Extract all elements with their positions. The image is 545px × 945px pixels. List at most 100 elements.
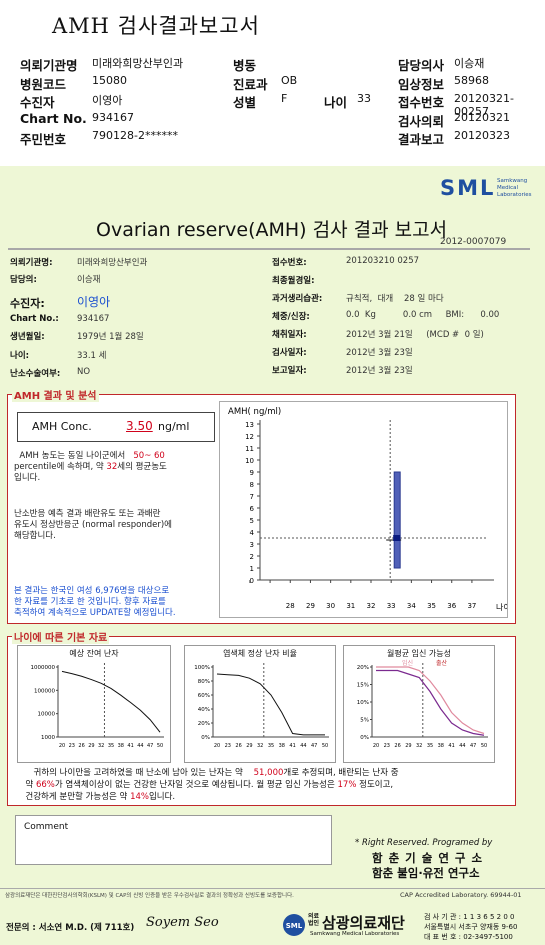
x-tick-label: 29 bbox=[246, 743, 252, 749]
amh-conc-label: AMH Conc. bbox=[32, 420, 92, 433]
info-right-label-2: 과거생리습관: bbox=[272, 294, 323, 304]
y-tick-label: 0% bbox=[360, 735, 369, 741]
x-tick-label: 26 bbox=[78, 743, 84, 749]
remaining-eggs-chart-frame: 예상 잔여 난자 1000000 100000 10000 1000 20 23 26 29 3… bbox=[17, 645, 171, 763]
header-l1-0: 의뢰기관명 bbox=[20, 58, 78, 73]
header-v1-4: 790128-2****** bbox=[92, 129, 178, 142]
info-right-value-6: 2012년 3월 23일 bbox=[346, 366, 413, 376]
specialist-name: 전문의 : 서소연 M.D. (제 711호) bbox=[6, 923, 135, 933]
y-tick-label: 60% bbox=[198, 693, 210, 699]
pregnancy-chart: 20% 15% 10% 5% 0% 20 23 26 29 32 35 38 41 44 47 50 임신 출산 bbox=[357, 659, 488, 749]
remaining-eggs-line bbox=[61, 670, 161, 733]
y-tick-label: 10000 bbox=[38, 712, 56, 718]
header-v4-0: 이승재 bbox=[454, 57, 485, 70]
page-title: AMH 검사결과보고서 bbox=[52, 14, 260, 38]
x-tick-label: 32 bbox=[98, 743, 104, 749]
y-tick-label: 10 bbox=[245, 457, 254, 465]
y-tick-label: 100000 bbox=[34, 688, 55, 694]
header-v3-2: 33 bbox=[357, 92, 371, 105]
y-tick-label: 80% bbox=[198, 679, 210, 685]
remaining-eggs-chart: 1000000 100000 10000 1000 20 23 26 29 32 35 38 41 44… bbox=[31, 663, 164, 749]
y-tick-label: 0% bbox=[201, 735, 210, 741]
x-tick-label: 23 bbox=[225, 743, 231, 749]
document-number: 2012-0007079 bbox=[440, 237, 507, 247]
data-point bbox=[393, 535, 401, 541]
y-tick-label: 2 bbox=[250, 553, 254, 561]
signature: Soyem Seo bbox=[146, 915, 219, 930]
y-axis-label: AMH( ng/ml) bbox=[228, 407, 281, 417]
info-left-label-6: 난소수술여부: bbox=[10, 369, 61, 379]
x-tick-label: 20 bbox=[59, 743, 65, 749]
header-l1-1: 병원코드 bbox=[20, 76, 67, 92]
y-tick-label: 20% bbox=[357, 665, 369, 671]
y-tick-label: 0 bbox=[250, 577, 254, 585]
x-tick-label: 35 bbox=[427, 743, 433, 749]
x-tick-label: 41 bbox=[448, 743, 454, 749]
header-l4-4: 결과보고 bbox=[398, 132, 445, 147]
x-tick-label: 50 bbox=[322, 743, 328, 749]
y-tick-label: 5 bbox=[250, 517, 254, 525]
report-title: Ovarian reserve(AMH) 검사 결과 보고서 bbox=[96, 219, 448, 241]
header-l4-1: 임상정보 bbox=[398, 76, 445, 92]
y-tick-label: 20% bbox=[198, 721, 210, 727]
x-tick-label: 44 bbox=[300, 743, 306, 749]
legend-pregnancy: 임신 bbox=[402, 659, 413, 667]
y-tick-label: 12 bbox=[245, 433, 254, 441]
header-v4-3: 20120321 bbox=[454, 110, 510, 124]
header-l2-0: 병동 bbox=[233, 58, 257, 73]
x-tick-label: 44 bbox=[137, 743, 143, 749]
normal-chromosome-chart: 100% 80% 60% 40% 20% 0% 20 23 26 29 32 35 38 41 44 47 50 bbox=[194, 663, 329, 749]
info-right-label-4: 채취일자: bbox=[272, 330, 307, 340]
x-tick-label: 50 bbox=[481, 743, 487, 749]
sml-logo: SML bbox=[440, 176, 496, 200]
info-left-value-2: 이영아 bbox=[77, 295, 111, 309]
header-v4-2: 20120321-00257 bbox=[454, 92, 514, 118]
header-v1-1: 15080 bbox=[92, 73, 127, 87]
amh-section-title: AMH 결과 및 분석 bbox=[12, 387, 99, 402]
x-tick-label: 26 bbox=[235, 743, 241, 749]
info-left-label-5: 나이: bbox=[10, 351, 30, 361]
y-tick-label: 3 bbox=[250, 541, 254, 549]
info-right-value-3: 0.0 Kg 0.0 cm BMI: 0.00 bbox=[346, 310, 500, 320]
legend-birth: 출산 bbox=[436, 659, 448, 667]
x-tick-label: 32 bbox=[416, 743, 422, 749]
age-section-title: 나이에 따른 기본 자료 bbox=[12, 629, 110, 644]
x-axis-label: 나이 bbox=[496, 602, 507, 612]
header-v1-2: 이영아 bbox=[92, 94, 123, 107]
y-tick-label: 1000 bbox=[41, 735, 55, 741]
remaining-eggs-title: 예상 잔여 난자 bbox=[69, 649, 119, 658]
x-tick-label: 36 bbox=[447, 602, 456, 610]
x-tick-label: 28 bbox=[286, 602, 295, 610]
normal-chromosome-title: 염색체 정상 난자 비율 bbox=[223, 649, 297, 658]
info-right-label-0: 접수번호: bbox=[272, 258, 307, 268]
amh-chart-frame: AMH( ng/ml) 0 1 2 3 4 5 6 7 8 9 10 11 12 13 28 29 30 31 32 3… bbox=[219, 401, 511, 618]
x-tick-label: 41 bbox=[127, 743, 133, 749]
x-tick-label: 38 bbox=[118, 743, 124, 749]
rights-text: * Right Reserved. Programed by bbox=[355, 838, 493, 848]
normal-chromosome-line bbox=[216, 673, 325, 736]
range-bar bbox=[393, 471, 401, 569]
info-left-value-3: 934167 bbox=[77, 314, 110, 324]
x-tick-label: 37 bbox=[467, 602, 476, 610]
y-tick-label: 40% bbox=[198, 707, 210, 713]
header-l1-4: 주민번호 bbox=[20, 132, 67, 147]
y-tick-label: 11 bbox=[245, 445, 254, 453]
y-tick-label: 1 bbox=[250, 565, 254, 573]
info-right-value-0: 201203210 0257 bbox=[346, 256, 420, 266]
x-tick-label: 32 bbox=[257, 743, 263, 749]
header-l4-0: 담당의사 bbox=[398, 58, 445, 73]
info-left-value-5: 33.1 세 bbox=[77, 351, 107, 361]
y-tick-label: 7 bbox=[250, 493, 254, 501]
x-tick-label: 35 bbox=[108, 743, 114, 749]
y-tick-label: 100% bbox=[194, 665, 210, 671]
x-tick-label: 23 bbox=[384, 743, 390, 749]
header-v1-3: 934167 bbox=[92, 110, 134, 124]
info-right-label-3: 체중/신장: bbox=[272, 312, 310, 322]
x-tick-label: 20 bbox=[214, 743, 220, 749]
amh-concentration-box: AMH Conc. 3.50 ng/ml bbox=[17, 412, 215, 442]
info-right-label-6: 보고일자: bbox=[272, 366, 307, 376]
header-l4-3: 검사의뢰 bbox=[398, 113, 445, 129]
x-tick-label: 35 bbox=[268, 743, 274, 749]
x-tick-label: 32 bbox=[367, 602, 376, 610]
